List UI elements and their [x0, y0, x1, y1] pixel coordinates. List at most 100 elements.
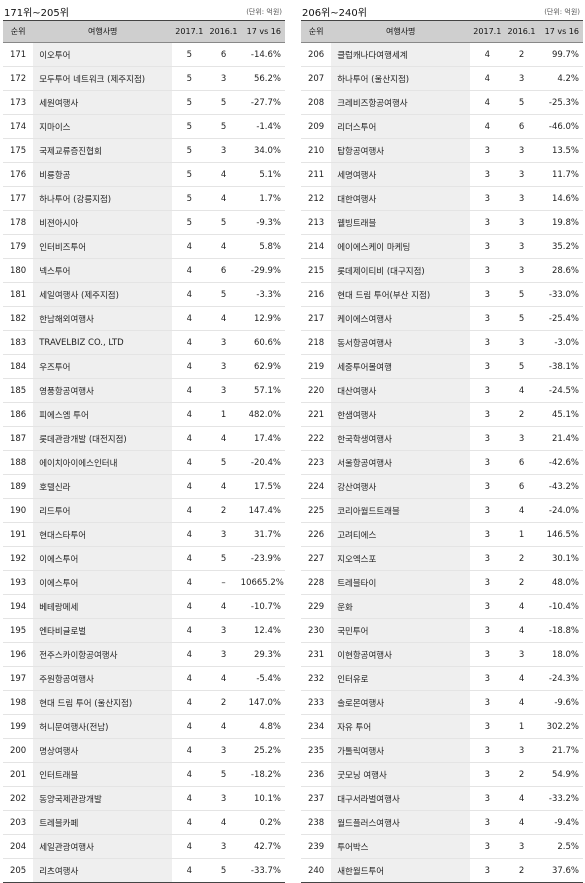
- panel-title: 171위~205위: [4, 8, 69, 19]
- agency-name-cell: 국제교류증진협회: [33, 138, 173, 163]
- sales-2016-cell: 2: [206, 690, 241, 715]
- table-row: 176 비룡항공 5 4 5.1%: [3, 162, 285, 187]
- header-2017: 2017.1: [172, 20, 207, 43]
- rank-cell: 239: [301, 834, 332, 859]
- growth-cell: 31.7%: [240, 522, 285, 547]
- growth-cell: -33.7%: [240, 858, 285, 883]
- unit-label: (단위: 억원): [246, 8, 282, 16]
- sales-2016-cell: 3: [504, 162, 539, 187]
- sales-2016-cell: 3: [504, 258, 539, 283]
- agency-name-cell: 세일관광여행사: [33, 834, 173, 859]
- rank-cell: 219: [301, 354, 332, 379]
- sales-2016-cell: 4: [206, 234, 241, 259]
- header-name: 여행사명: [331, 20, 471, 43]
- rank-cell: 191: [3, 522, 34, 547]
- agency-name-cell: 에이에스케이 마케팅: [331, 234, 471, 259]
- sales-2017-cell: 5: [172, 186, 207, 211]
- panel-header: 206위~240위 (단위: 억원): [301, 3, 583, 20]
- table-row: 185 영풍항공여행사 4 3 57.1%: [3, 378, 285, 403]
- growth-cell: 42.7%: [240, 834, 285, 859]
- agency-name-cell: 베테랑메세: [33, 594, 173, 619]
- agency-name-cell: 동양국제관광개발: [33, 786, 173, 811]
- table-row: 181 세일여행사 (제주지점) 4 5 -3.3%: [3, 282, 285, 307]
- ranking-panel-right: 206위~240위 (단위: 억원) 순위 여행사명 2017.1 2016.1…: [301, 3, 583, 883]
- sales-2016-cell: 2: [504, 858, 539, 883]
- table-row: 186 피에스엠 투어 4 1 482.0%: [3, 402, 285, 427]
- sales-2016-cell: 4: [504, 618, 539, 643]
- sales-2017-cell: 4: [172, 282, 207, 307]
- table-row: 238 월드플러스여행사 3 4 -9.4%: [301, 810, 583, 835]
- growth-cell: -42.6%: [538, 450, 583, 475]
- sales-2017-cell: 4: [172, 450, 207, 475]
- header-2016: 2016.1: [206, 20, 241, 43]
- table-row: 230 국민투어 3 4 -18.8%: [301, 618, 583, 643]
- agency-name-cell: 이오투어: [33, 42, 173, 67]
- ranking-table: 순위 여행사명 2017.1 2016.1 17 vs 16 171 이오투어 5 6…: [3, 20, 285, 883]
- table-row: 207 하나투어 (울산지점) 4 3 4.2%: [301, 66, 583, 91]
- growth-cell: 10665.2%: [240, 570, 285, 595]
- rank-cell: 207: [301, 66, 332, 91]
- header-2016: 2016.1: [504, 20, 539, 43]
- agency-name-cell: 굿모닝 여행사: [331, 762, 471, 787]
- sales-2017-cell: 3: [470, 234, 505, 259]
- sales-2016-cell: 5: [504, 354, 539, 379]
- sales-2017-cell: 3: [470, 642, 505, 667]
- table-row: 215 롯데제이티비 (대구지점) 3 3 28.6%: [301, 258, 583, 283]
- sales-2017-cell: 3: [470, 162, 505, 187]
- sales-2017-cell: 4: [172, 714, 207, 739]
- table-row: 213 웰빙트래블 3 3 19.8%: [301, 210, 583, 235]
- table-row: 184 우즈투어 4 3 62.9%: [3, 354, 285, 379]
- sales-2016-cell: 3: [504, 138, 539, 163]
- sales-2017-cell: 4: [172, 738, 207, 763]
- sales-2017-cell: 4: [172, 330, 207, 355]
- sales-2017-cell: 4: [172, 618, 207, 643]
- table-row: 172 모두투어 네트워크 (제주지점) 5 3 56.2%: [3, 66, 285, 91]
- sales-2017-cell: 4: [172, 522, 207, 547]
- sales-2016-cell: 3: [504, 234, 539, 259]
- table-row: 199 허니문여행사(전남) 4 4 4.8%: [3, 714, 285, 739]
- table-row: 206 클럽캐나다여행세계 4 2 99.7%: [301, 42, 583, 67]
- table-row: 222 한국학생여행사 3 3 21.4%: [301, 426, 583, 451]
- growth-cell: 56.2%: [240, 66, 285, 91]
- agency-name-cell: 주원항공여행사: [33, 666, 173, 691]
- sales-2016-cell: 4: [206, 810, 241, 835]
- agency-name-cell: 현대스타투어: [33, 522, 173, 547]
- growth-cell: -10.7%: [240, 594, 285, 619]
- ranking-table: 순위 여행사명 2017.1 2016.1 17 vs 16 206 클럽캐나다여…: [301, 20, 583, 883]
- rank-cell: 221: [301, 402, 332, 427]
- agency-name-cell: 트레블타이: [331, 570, 471, 595]
- sales-2016-cell: 3: [504, 642, 539, 667]
- table-row: 229 운화 3 4 -10.4%: [301, 594, 583, 619]
- table-row: 174 지마이스 5 5 -1.4%: [3, 114, 285, 139]
- sales-2017-cell: 3: [470, 738, 505, 763]
- rank-cell: 225: [301, 498, 332, 523]
- sales-2017-cell: 3: [470, 426, 505, 451]
- header-rank: 순위: [3, 20, 34, 43]
- growth-cell: -23.9%: [240, 546, 285, 571]
- sales-2017-cell: 4: [172, 642, 207, 667]
- sales-2016-cell: 5: [206, 546, 241, 571]
- sales-2016-cell: 4: [504, 498, 539, 523]
- agency-name-cell: 인터유로: [331, 666, 471, 691]
- rank-cell: 235: [301, 738, 332, 763]
- growth-cell: -27.7%: [240, 90, 285, 115]
- growth-cell: -1.4%: [240, 114, 285, 139]
- table-row: 234 자유 투어 3 1 302.2%: [301, 714, 583, 739]
- sales-2017-cell: 3: [470, 834, 505, 859]
- sales-2016-cell: 4: [206, 714, 241, 739]
- sales-2017-cell: 3: [470, 450, 505, 475]
- sales-2017-cell: 3: [470, 666, 505, 691]
- rank-cell: 197: [3, 666, 34, 691]
- agency-name-cell: 가톨릭여행사: [331, 738, 471, 763]
- growth-cell: 10.1%: [240, 786, 285, 811]
- table-row: 178 비젼아시아 5 5 -9.3%: [3, 210, 285, 235]
- sales-2016-cell: 4: [206, 306, 241, 331]
- sales-2017-cell: 4: [172, 306, 207, 331]
- rank-cell: 171: [3, 42, 34, 67]
- rank-cell: 227: [301, 546, 332, 571]
- growth-cell: 25.2%: [240, 738, 285, 763]
- sales-2016-cell: –: [206, 570, 241, 595]
- sales-2017-cell: 5: [172, 114, 207, 139]
- sales-2017-cell: 5: [172, 66, 207, 91]
- header-rank: 순위: [301, 20, 332, 43]
